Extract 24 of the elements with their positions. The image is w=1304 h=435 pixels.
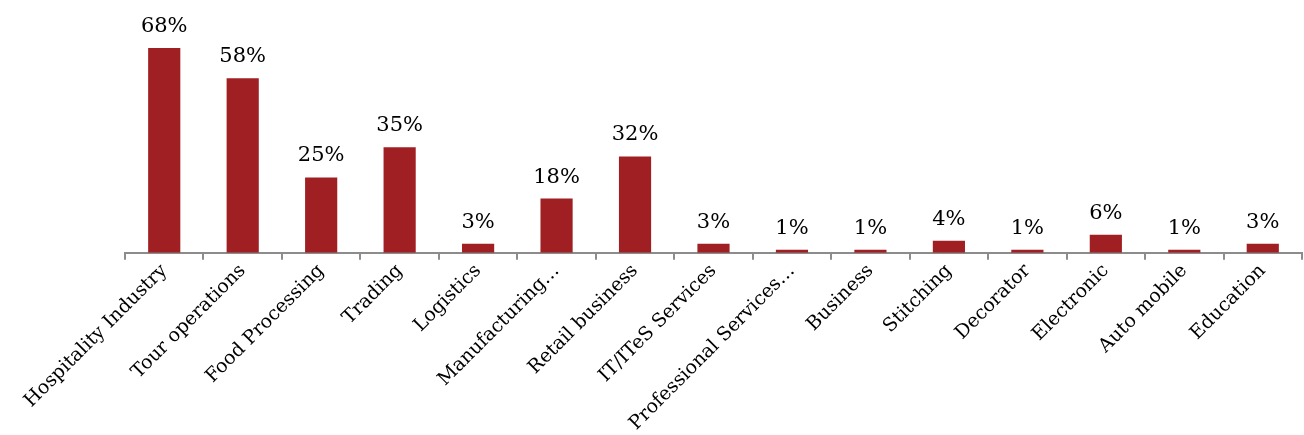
data-label: 32%: [611, 121, 659, 146]
data-label: 68%: [140, 13, 188, 38]
data-label: 3%: [696, 208, 731, 233]
bar: [540, 198, 573, 253]
data-label: 1%: [1010, 214, 1045, 239]
bar: [148, 48, 181, 253]
data-label: 4%: [932, 205, 966, 230]
bar: [697, 243, 730, 253]
bar: [1089, 234, 1122, 253]
data-label: 1%: [775, 214, 809, 239]
data-label: 3%: [1246, 208, 1280, 233]
bar: [305, 177, 338, 253]
bar: [618, 156, 652, 253]
data-label: 25%: [297, 142, 345, 167]
bar: [932, 240, 965, 253]
data-label: 6%: [1089, 199, 1123, 224]
data-label: 3%: [461, 208, 495, 233]
data-label: 1%: [853, 214, 888, 239]
data-label: 18%: [533, 163, 580, 188]
bar: [226, 78, 259, 253]
data-label: 1%: [1167, 214, 1201, 239]
bar: [383, 147, 416, 253]
data-label: 58%: [219, 43, 267, 68]
data-label: 35%: [376, 112, 423, 137]
